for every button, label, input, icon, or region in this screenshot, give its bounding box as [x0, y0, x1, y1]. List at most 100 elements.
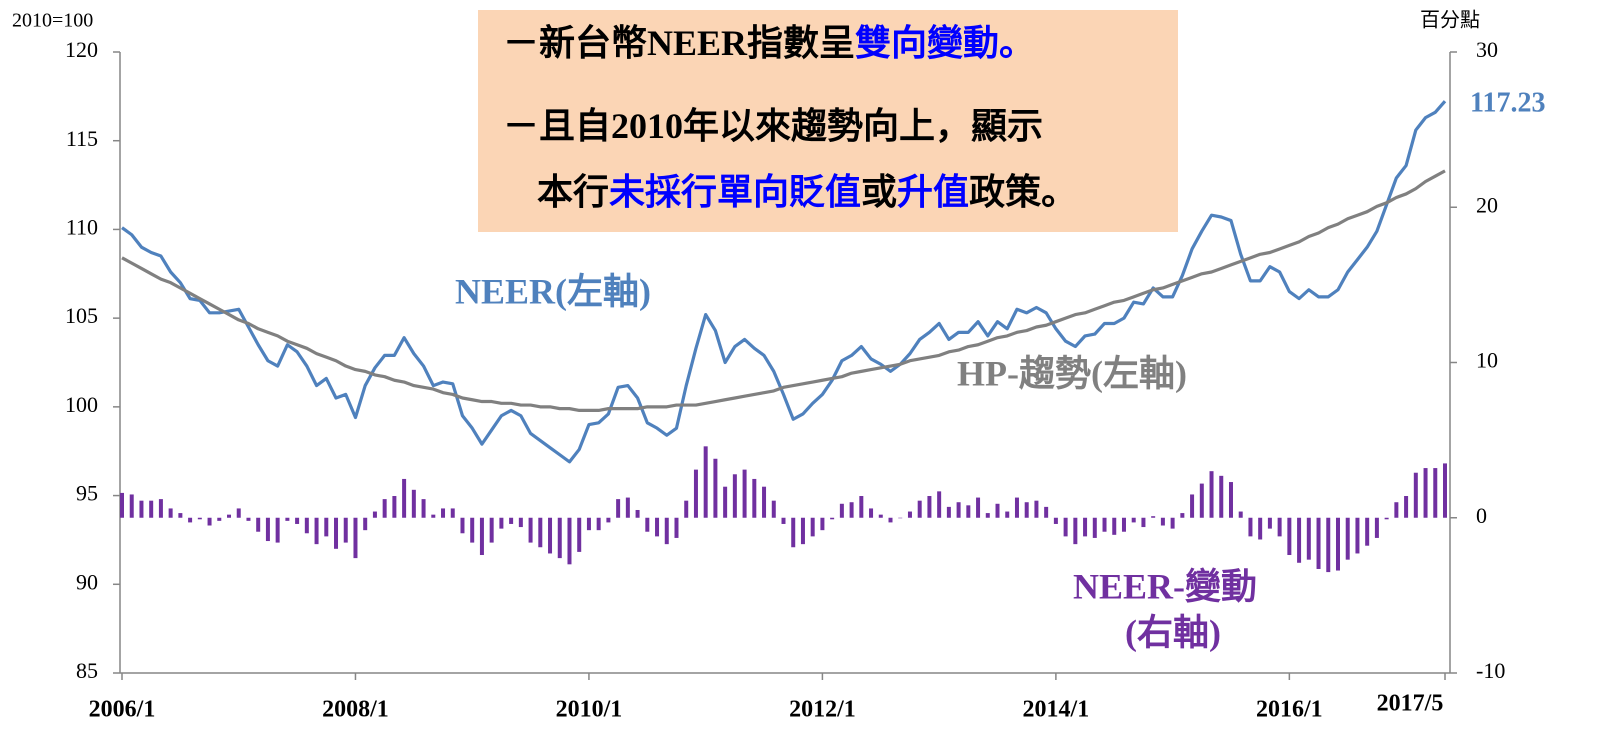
bar — [158, 499, 163, 518]
bar — [1384, 517, 1389, 520]
text-box-line: 本行未採行單向貶值或升值政策。 — [537, 172, 1077, 212]
bar — [1335, 517, 1340, 571]
bar — [139, 500, 144, 518]
x-tick-label: 2012/1 — [789, 697, 856, 723]
bar — [120, 492, 124, 518]
bar — [664, 517, 669, 545]
y2-tick-label: 20 — [1476, 192, 1498, 217]
y-tick-label: 120 — [65, 37, 98, 62]
bar — [703, 446, 708, 518]
y2-tick-label: 30 — [1476, 37, 1498, 62]
bar — [528, 517, 533, 543]
text-box-line: －且自2010年以來趨勢向上，顯示 — [503, 106, 1043, 146]
bar — [1199, 483, 1204, 518]
bar — [411, 489, 416, 518]
bar — [1443, 463, 1447, 518]
y-unit: 2010=100 — [12, 10, 93, 32]
bar — [1423, 468, 1428, 518]
bar — [314, 517, 319, 545]
bar — [762, 486, 767, 518]
x-tick-label: 2014/1 — [1023, 697, 1090, 723]
bar — [178, 513, 183, 518]
bar — [149, 500, 154, 518]
bar — [450, 508, 455, 518]
bar — [898, 517, 903, 519]
x-tick-label: 2006/1 — [89, 697, 156, 723]
x-tick-label: 2010/1 — [556, 697, 623, 723]
bar — [353, 517, 358, 559]
y-tick-label: 110 — [66, 214, 98, 239]
text-segment: 或 — [861, 172, 897, 212]
bar — [625, 497, 630, 518]
bar — [742, 469, 747, 518]
bar — [1102, 517, 1107, 532]
bar — [421, 499, 426, 518]
value-label: 117.23 — [1470, 87, 1545, 118]
bar — [752, 478, 757, 518]
bar — [878, 514, 883, 518]
bar — [470, 517, 475, 543]
text-segment: 升值 — [897, 172, 969, 212]
bar — [1306, 517, 1311, 560]
bar — [1413, 472, 1418, 518]
series-label: HP-趨勢(左軸) — [957, 353, 1187, 393]
bar — [1034, 500, 1039, 518]
bar — [518, 517, 523, 528]
bar — [596, 517, 601, 531]
bar — [1073, 517, 1078, 545]
bar — [927, 496, 932, 518]
bar — [849, 502, 854, 518]
y2-tick-label: 0 — [1476, 503, 1487, 528]
bar — [839, 503, 844, 518]
bar — [859, 496, 864, 518]
bar — [956, 502, 961, 518]
bar — [431, 514, 436, 518]
text-box — [478, 10, 1178, 232]
y2-unit: 百分點 — [1420, 9, 1480, 32]
bar — [1374, 517, 1379, 538]
bar — [674, 517, 679, 538]
text-segment: －新台幣NEER指數呈 — [503, 23, 855, 63]
bar — [693, 469, 698, 518]
y2-tick-label: -10 — [1476, 658, 1505, 683]
bar — [1355, 517, 1360, 554]
bar — [616, 499, 621, 518]
bar — [1258, 517, 1263, 540]
x-tick-label: 2017/5 — [1377, 691, 1444, 717]
bar — [168, 508, 173, 518]
bar — [382, 499, 387, 518]
bar — [1024, 502, 1029, 518]
bar — [1219, 475, 1224, 518]
bar — [557, 517, 562, 559]
bar — [275, 517, 280, 543]
bar — [800, 517, 805, 545]
bar — [1365, 517, 1370, 546]
text-segment: －且自2010年以來趨勢向上，顯示 — [503, 106, 1043, 146]
series-label: NEER-變動 — [1073, 566, 1257, 606]
bar — [1121, 517, 1126, 532]
y-tick-label: 115 — [66, 126, 98, 151]
bar — [771, 500, 776, 518]
bar — [966, 505, 971, 518]
bar — [1180, 513, 1185, 518]
bar — [479, 517, 484, 556]
bar — [334, 517, 339, 549]
bar — [1141, 517, 1146, 528]
bar — [1151, 516, 1156, 518]
bar — [810, 517, 815, 537]
y2-tick-label: 10 — [1476, 348, 1498, 373]
bar — [1014, 497, 1019, 518]
line — [121, 100, 1447, 464]
bar — [265, 517, 270, 542]
bar — [946, 506, 951, 518]
bar — [1044, 506, 1049, 518]
bar — [1160, 517, 1165, 526]
bar — [645, 517, 650, 532]
bar — [791, 517, 796, 548]
bar — [489, 517, 494, 543]
bar — [995, 503, 1000, 518]
bar — [1287, 517, 1292, 556]
y-tick-label: 95 — [76, 481, 98, 506]
bar — [577, 517, 582, 552]
